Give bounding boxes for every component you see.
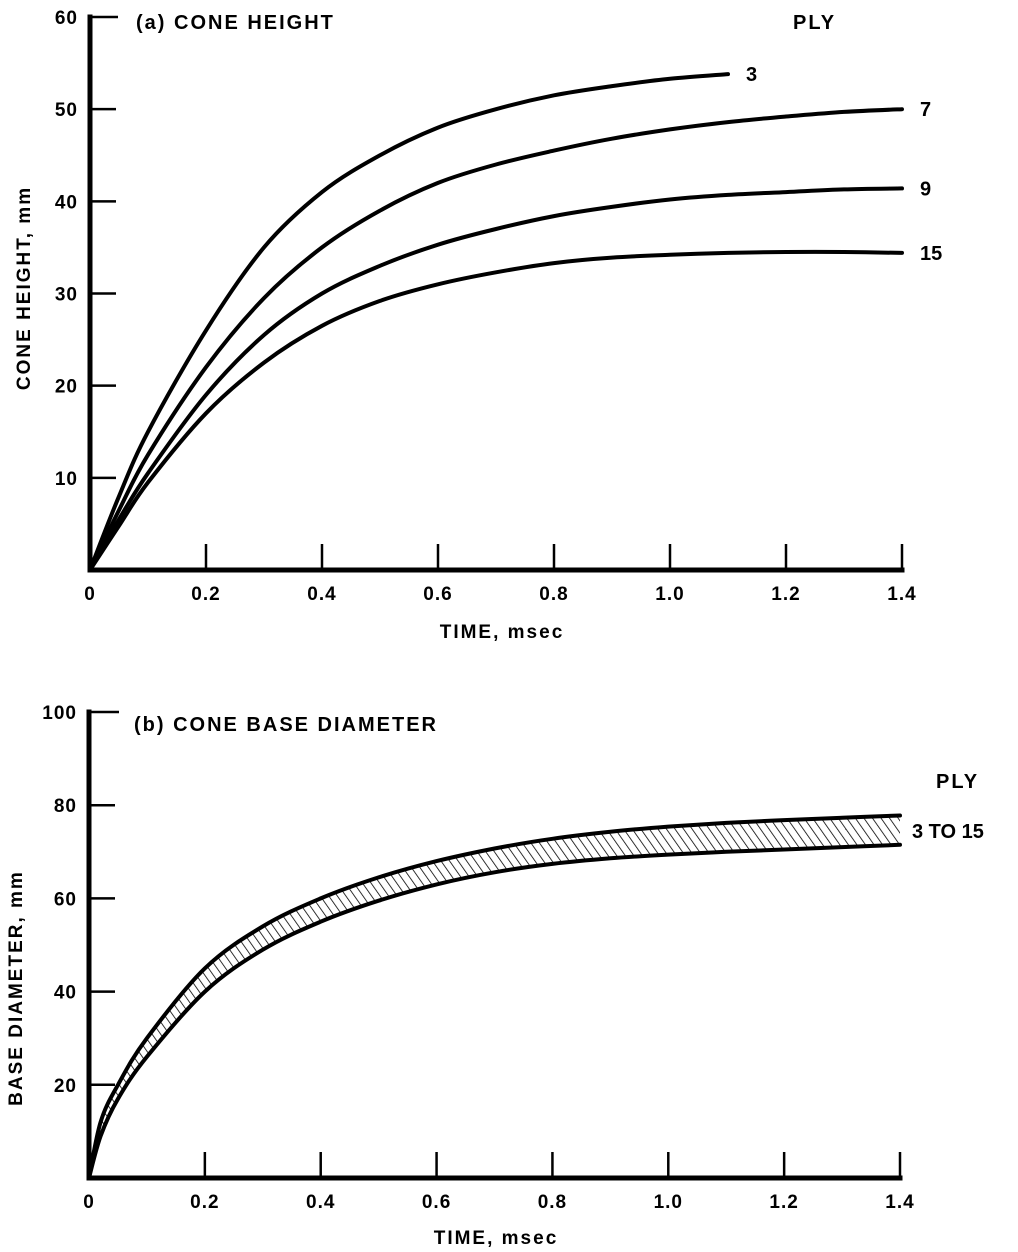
panel-a-series-label-ply-7: 7	[920, 99, 931, 121]
panel-a-x-axis-title: TIME, msec	[440, 622, 565, 643]
panel-b-x-tick-label: 1.4	[885, 1192, 914, 1213]
panel-a-series-line-ply-15	[88, 249, 904, 572]
panel-b-y-tick-label: 40	[54, 983, 77, 1004]
panel-a-y-tick-label: 30	[55, 285, 78, 306]
panel-a-y-tick-label: 40	[55, 192, 78, 213]
panel-a-series-label-ply-9: 9	[920, 178, 931, 200]
panel-b-y-tick-label: 60	[54, 889, 77, 910]
panel-a-cone-height: (a) CONE HEIGHT PLY TIME, msec CONE HEIG…	[14, 8, 942, 643]
panel-a-y-tick-label: 60	[55, 8, 78, 29]
panel-a-legend-title: PLY	[793, 12, 836, 34]
panel-b-ticks: 0 0.2 0.4 0.6 0.8 1.0 1.2 1.4 20 40 60 80 100	[42, 703, 914, 1213]
panel-b-x-axis-title: TIME, msec	[434, 1228, 559, 1249]
panel-b-legend-title: PLY	[936, 771, 979, 793]
panel-a-ticks: 0 0.2 0.4 0.6 0.8 1.0 1.2 1.4 10 20 30 40 50 60	[55, 8, 916, 605]
panel-a-title: (a) CONE HEIGHT	[136, 12, 335, 34]
panel-a-x-tick-label: 0	[84, 584, 96, 605]
panel-a-series-label-ply-15: 15	[920, 243, 942, 265]
panel-b-x-tick-label: 0.6	[422, 1192, 451, 1213]
panel-a-x-tick-label: 0.8	[539, 584, 568, 605]
panel-b-band-upper-line	[87, 813, 902, 1180]
panel-b-y-tick-label: 20	[54, 1076, 77, 1097]
panel-a-axes	[87, 14, 905, 573]
panel-a-x-tick-label: 0.6	[423, 584, 452, 605]
panel-b-band-fill	[89, 815, 900, 1178]
panel-b-base-diameter: (b) CONE BASE DIAMETER PLY TIME, msec BA…	[6, 703, 984, 1249]
panel-b-title: (b) CONE BASE DIAMETER	[134, 714, 438, 736]
panel-b-band-label: 3 TO 15	[912, 821, 984, 843]
panel-b-band-lower-line	[87, 842, 902, 1180]
panel-b-y-axis-title: BASE DIAMETER, mm	[6, 870, 27, 1106]
panel-a-y-axis-title: CONE HEIGHT, mm	[14, 186, 35, 390]
panel-b-x-tick-label: 1.2	[769, 1192, 798, 1213]
panel-b-band: 3 TO 15	[87, 813, 984, 1180]
panel-a-x-tick-label: 1.4	[887, 584, 916, 605]
panel-a-y-tick-label: 10	[55, 469, 78, 490]
panel-a-series-line-ply-3	[88, 72, 730, 572]
panel-b-axes	[86, 709, 903, 1181]
panel-b-y-tick-label: 80	[54, 796, 77, 817]
panel-a-series-line-ply-9	[88, 186, 904, 572]
panel-a-y-tick-label: 50	[55, 100, 78, 121]
panel-b-y-tick-label: 100	[42, 703, 77, 724]
panel-a-curves: 3 7 9 15	[88, 64, 942, 572]
panel-a-y-tick-label: 20	[55, 377, 78, 398]
panel-b-x-tick-label: 0.4	[306, 1192, 335, 1213]
panel-a-series-label-ply-3: 3	[746, 64, 757, 86]
panel-a-x-tick-label: 0.2	[191, 584, 220, 605]
panel-a-x-tick-label: 0.4	[307, 584, 336, 605]
panel-b-x-tick-label: 0.8	[538, 1192, 567, 1213]
panel-b-x-tick-label: 0.2	[190, 1192, 219, 1213]
panel-a-series-line-ply-7	[88, 107, 904, 572]
panel-b-x-tick-label: 1.0	[654, 1192, 683, 1213]
panel-a-x-tick-label: 1.2	[771, 584, 800, 605]
panel-a-x-tick-label: 1.0	[655, 584, 684, 605]
panel-b-x-tick-label: 0	[83, 1192, 95, 1213]
